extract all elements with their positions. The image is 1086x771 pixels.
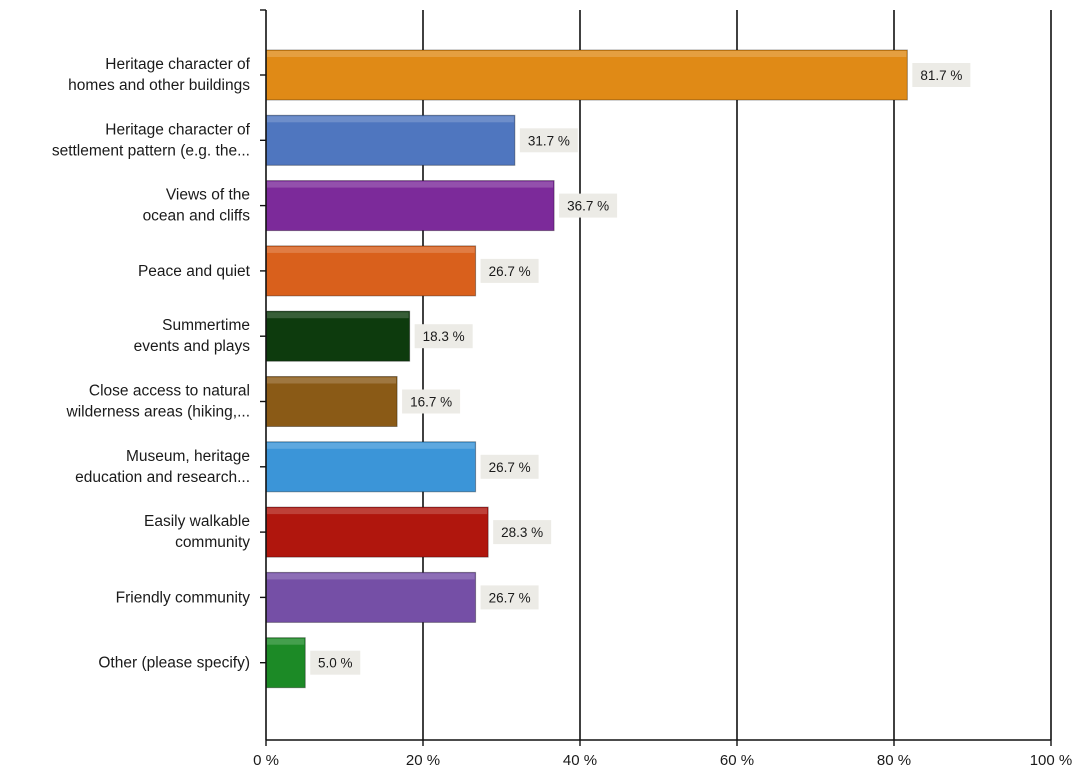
bar-highlight <box>267 573 475 580</box>
category-label-line: education and research... <box>75 469 250 486</box>
bar <box>265 376 398 427</box>
bar <box>265 506 489 558</box>
bar-highlight <box>267 51 907 57</box>
bar-highlight <box>267 116 514 123</box>
value-label: 81.7 % <box>920 68 962 83</box>
bar <box>265 180 555 232</box>
category-label-line: Easily walkable <box>144 513 250 530</box>
value-label-box <box>310 650 361 675</box>
category-label: Easily walkable community <box>144 513 250 551</box>
category-label: Peace and quiet <box>138 263 251 280</box>
category-label-line: events and plays <box>134 338 251 355</box>
bar-highlight <box>267 246 475 253</box>
category-label: Other (please specify) <box>98 655 250 672</box>
category-label: Views of the ocean and cliffs <box>143 187 251 225</box>
category-label-line: Friendly community <box>116 589 251 606</box>
bar <box>265 49 908 101</box>
value-label: 5.0 % <box>318 656 353 671</box>
value-label-box <box>414 324 473 349</box>
bar <box>265 441 477 493</box>
category-label-line: Close access to natural <box>89 383 250 400</box>
value-label-box <box>559 193 618 218</box>
value-label: 26.7 % <box>489 460 531 475</box>
bar-highlight <box>267 312 409 319</box>
category-label-line: ocean and cliffs <box>143 208 251 225</box>
value-label: 26.7 % <box>489 264 531 279</box>
bars <box>265 49 908 689</box>
value-label-box <box>519 128 578 153</box>
category-label-line: Heritage character of <box>105 56 250 73</box>
bar-highlight <box>267 638 305 645</box>
value-label: 16.7 % <box>410 395 452 410</box>
grid-lines <box>422 10 1052 740</box>
bar <box>265 310 411 362</box>
category-label-line: wilderness areas (hiking,... <box>66 404 251 421</box>
value-label-box <box>480 258 539 283</box>
category-label-line: Summertime <box>162 317 250 334</box>
category-label: Close access to natural wilderness areas … <box>66 383 251 421</box>
x-tick-label: 100 % <box>1030 752 1073 769</box>
x-tick-label: 0 % <box>253 752 279 769</box>
x-tick-label: 20 % <box>406 752 440 769</box>
value-label-box <box>493 520 552 545</box>
bar-highlight <box>267 508 488 515</box>
value-label: 18.3 % <box>423 329 465 344</box>
bar <box>265 114 516 166</box>
value-label-box <box>402 389 461 414</box>
bar-highlight <box>267 377 397 384</box>
category-label-line: homes and other buildings <box>68 77 250 94</box>
category-label-line: Museum, heritage <box>126 448 250 465</box>
category-label: Summertime events and plays <box>134 317 251 355</box>
value-label-box <box>480 585 539 610</box>
bar-highlight <box>267 181 554 188</box>
value-label-box <box>912 63 971 87</box>
category-label: Friendly community <box>116 589 251 606</box>
category-label-line: Peace and quiet <box>138 263 251 280</box>
value-label: 28.3 % <box>501 525 543 540</box>
bar <box>265 245 477 297</box>
category-label-line: Other (please specify) <box>98 655 250 672</box>
axes <box>260 9 1052 746</box>
value-label: 36.7 % <box>567 199 609 214</box>
category-label-line: Views of the <box>166 187 250 204</box>
labels: 0 % 20 % 40 % 60 % 80 % 100 % Heritage charact… <box>52 56 1072 769</box>
category-label-line: Heritage character of <box>105 121 250 138</box>
bar-highlight <box>267 442 475 449</box>
value-label: 26.7 % <box>489 590 531 605</box>
x-tick-label: 40 % <box>563 752 597 769</box>
category-label: Museum, heritage education and research..… <box>75 448 250 486</box>
category-label: Heritage character of homes and other bui… <box>68 56 251 94</box>
value-label: 31.7 % <box>528 133 570 148</box>
x-tick-label: 60 % <box>720 752 754 769</box>
category-label: Heritage character of settlement pattern … <box>52 121 251 159</box>
bar <box>265 571 477 623</box>
value-label-box <box>480 454 539 479</box>
category-label-line: settlement pattern (e.g. the... <box>52 142 250 159</box>
category-label-line: community <box>175 534 250 551</box>
x-tick-label: 80 % <box>877 752 911 769</box>
bar <box>265 637 306 689</box>
